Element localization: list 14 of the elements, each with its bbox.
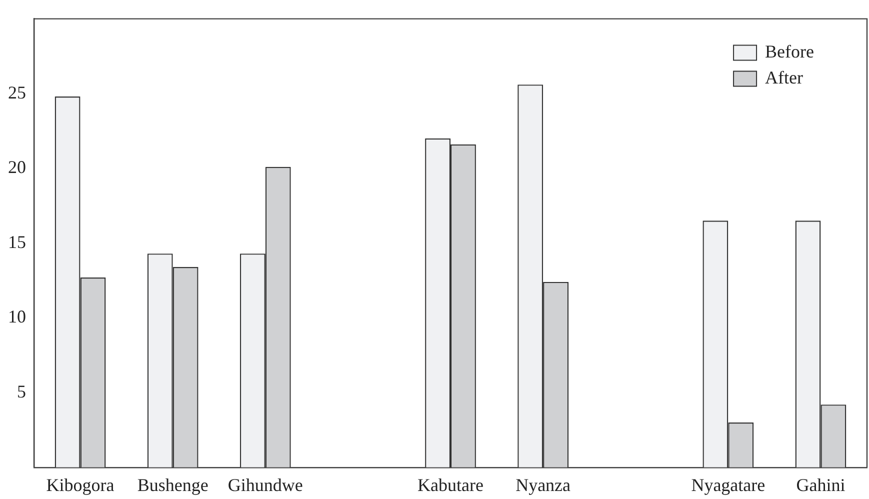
legend-label: Before (765, 42, 814, 62)
y-tick-label: 20 (8, 157, 26, 178)
y-tick-label: 25 (8, 82, 26, 102)
x-tick-label: Gihundwe (228, 474, 303, 495)
x-tick-label: Gahini (796, 474, 846, 495)
y-tick-label: 5 (17, 381, 26, 402)
x-tick-label: Bushenge (137, 474, 208, 495)
x-tick-label: Nyanza (516, 474, 571, 495)
y-tick-label: 10 (8, 306, 26, 327)
y-tick-label: 15 (8, 232, 26, 252)
x-tick-label: Kabutare (418, 474, 484, 495)
x-tick-label: Nyagatare (691, 474, 766, 495)
x-tick-label: Kibogora (46, 474, 114, 495)
legend-label: After (765, 68, 804, 88)
